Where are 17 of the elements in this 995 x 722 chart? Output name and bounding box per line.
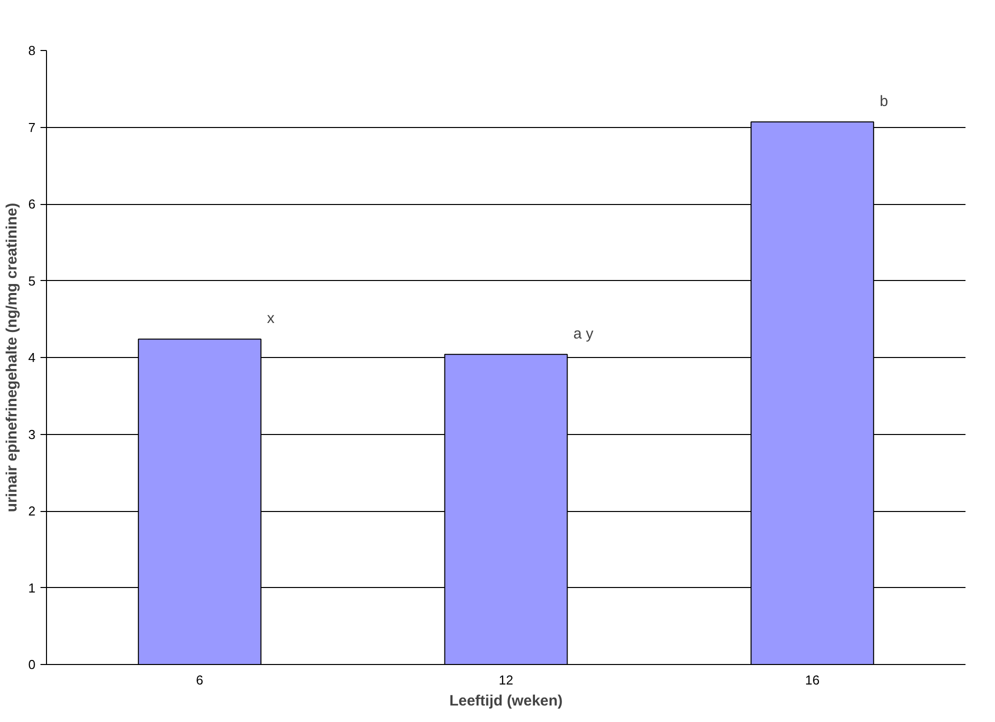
y-tick-label: 1 — [28, 580, 36, 596]
y-tick-label: 8 — [28, 43, 36, 58]
x-tick-label: 6 — [196, 672, 204, 688]
y-tick-label: 6 — [28, 196, 36, 212]
y-axis-title: urinair epinefrinegehalte (ng/mg creatinine) — [3, 202, 20, 512]
x-tick-label: 16 — [805, 672, 820, 688]
x-tick-label: 12 — [498, 672, 514, 688]
annotation: b — [880, 92, 888, 110]
y-tick-label: 5 — [28, 273, 36, 288]
y-tick-label: 2 — [28, 504, 36, 518]
x-axis-title: Leeftijd (weken) — [449, 692, 563, 710]
y-tick-label: 7 — [28, 120, 36, 135]
y-tick-label: 4 — [28, 350, 36, 365]
y-tick-label: 0 — [28, 657, 36, 672]
y-tick-label: 3 — [28, 426, 36, 442]
annotation: a y — [573, 325, 594, 342]
annotation: x — [267, 310, 276, 328]
